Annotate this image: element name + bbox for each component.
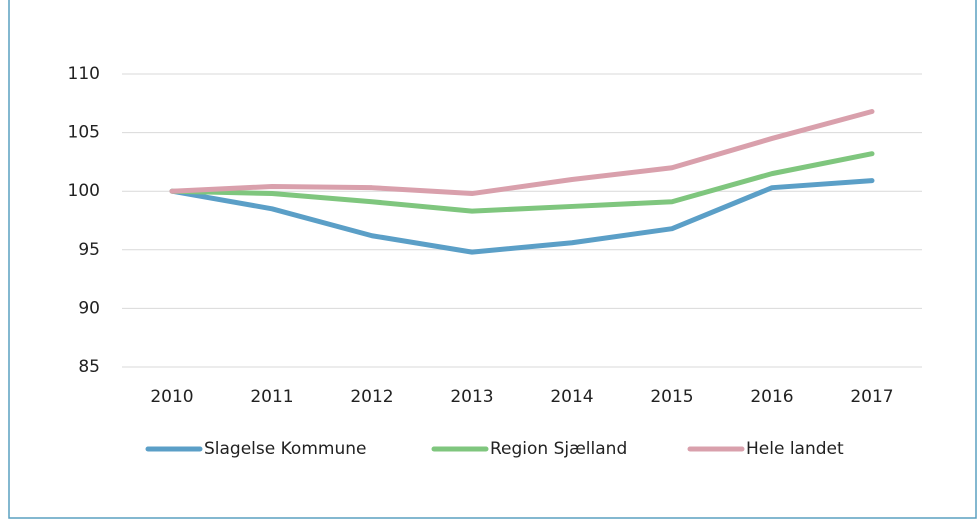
series-line	[169, 178, 875, 255]
x-tick-label: 2012	[350, 387, 393, 407]
x-tick-label: 2015	[650, 387, 693, 407]
legend-label: Region Sjælland	[490, 439, 627, 459]
series-line	[169, 109, 875, 197]
x-tick-label: 2010	[150, 387, 193, 407]
x-tick-label: 2016	[750, 387, 793, 407]
y-tick-label: 85	[78, 357, 100, 377]
legend-label: Slagelse Kommune	[204, 439, 366, 459]
y-tick-label: 105	[68, 123, 100, 143]
y-tick-label: 110	[68, 64, 100, 84]
chart-border	[8, 0, 977, 519]
x-tick-label: 2013	[450, 387, 493, 407]
x-tick-label: 2017	[850, 387, 893, 407]
y-tick-label: 90	[78, 298, 100, 318]
legend-label: Hele landet	[746, 439, 844, 459]
x-tick-label: 2011	[250, 387, 293, 407]
series-line	[169, 151, 875, 214]
x-tick-label: 2014	[550, 387, 593, 407]
y-tick-label: 95	[78, 240, 100, 260]
y-tick-label: 100	[68, 181, 100, 201]
